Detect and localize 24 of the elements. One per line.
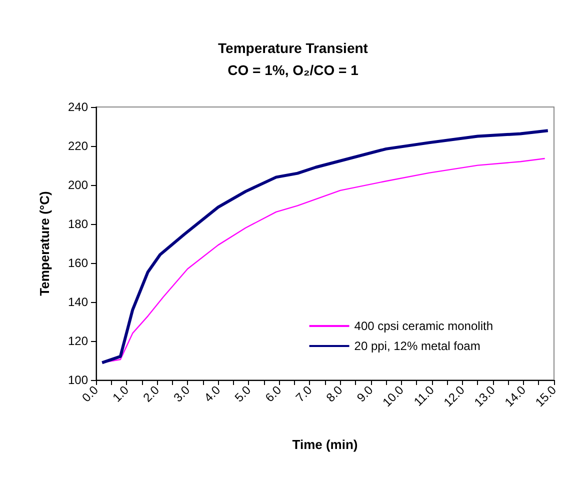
y-tick-label: 240 xyxy=(68,100,88,114)
y-tick-label: 100 xyxy=(68,373,88,387)
x-tick-label: 1.0 xyxy=(110,382,132,405)
x-axis-title: Time (min) xyxy=(292,437,358,452)
chart-subtitle: CO = 1%, O₂/CO = 1 xyxy=(228,62,359,78)
chart-title: Temperature Transient xyxy=(218,40,368,56)
x-tick-label: 5.0 xyxy=(232,382,254,405)
x-tick-label: 4.0 xyxy=(201,382,224,405)
y-tick-label: 220 xyxy=(68,139,88,153)
x-tick-label: 6.0 xyxy=(262,382,284,405)
x-tick-label: 9.0 xyxy=(354,382,376,405)
x-tick-label: 2.0 xyxy=(140,382,162,405)
y-tick-label: 140 xyxy=(68,295,88,309)
y-tick-label: 180 xyxy=(68,217,88,231)
y-axis-title: Temperature (°C) xyxy=(37,191,52,296)
x-tick-label: 8.0 xyxy=(324,382,346,405)
x-tick-label: 7.0 xyxy=(292,382,315,405)
x-tick-label: 11.0 xyxy=(411,382,438,409)
legend-label: 400 cpsi ceramic monolith xyxy=(354,319,494,333)
y-tick-label: 200 xyxy=(68,178,88,192)
x-tick-label: 3.0 xyxy=(170,382,193,405)
y-tick-label: 160 xyxy=(68,256,88,270)
legend-label: 20 ppi, 12% metal foam xyxy=(354,339,480,353)
y-tick-label: 120 xyxy=(68,334,88,348)
